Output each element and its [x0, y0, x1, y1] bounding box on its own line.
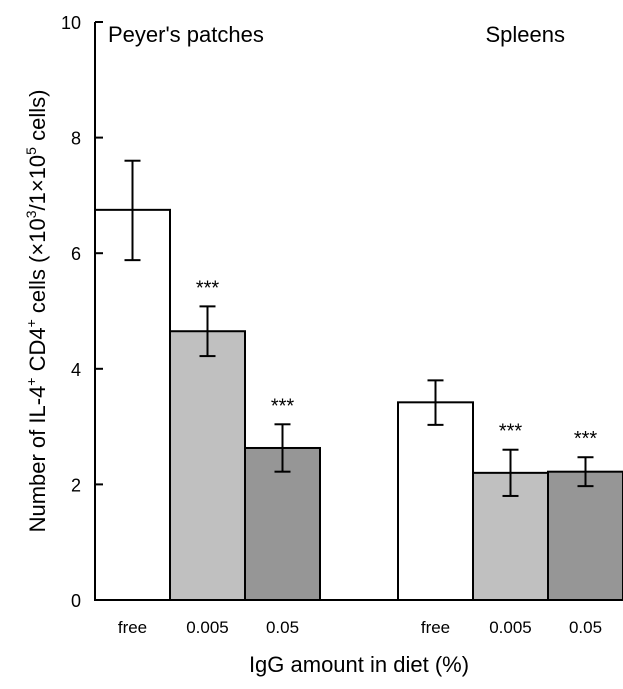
y-tick-label: 0	[71, 591, 81, 611]
y-tick-label: 10	[61, 13, 81, 33]
y-label-text: cells (×10	[25, 218, 50, 319]
x-tick-label: 0.005	[489, 618, 532, 637]
y-axis-label: Number of IL-4+​ CD4+​ cells (×103​/1×10…	[23, 90, 50, 533]
x-tick-label: 0.05	[266, 618, 299, 637]
y-tick-label: 8	[71, 129, 81, 149]
significance-label: ***	[196, 277, 220, 299]
y-label-text: Number of IL-4	[25, 386, 50, 533]
y-label-superscript: +	[23, 378, 39, 386]
bar	[169, 330, 246, 601]
bar	[94, 208, 171, 601]
x-tick-label: free	[421, 618, 450, 637]
y-label-superscript: 5	[23, 147, 39, 155]
y-tick-label: 2	[71, 475, 81, 495]
y-label-text: CD4	[25, 327, 50, 377]
significance-label: ***	[271, 395, 295, 417]
group-label: Spleens	[485, 22, 565, 47]
y-label-superscript: +	[23, 319, 39, 327]
y-label-text: /1×10	[25, 155, 50, 211]
group-label: Peyer's patches	[108, 22, 264, 47]
y-tick-label: 6	[71, 244, 81, 264]
x-tick-label: 0.005	[186, 618, 229, 637]
bar	[397, 401, 474, 601]
y-label-superscript: 3	[23, 210, 39, 218]
significance-label: ***	[574, 428, 598, 450]
y-label-text: cells)	[25, 90, 50, 147]
x-tick-label: free	[118, 618, 147, 637]
x-tick-label: 0.05	[569, 618, 602, 637]
y-axis-ticks: 0 2 4 6 8 10	[61, 13, 103, 611]
y-tick-label: 4	[71, 360, 81, 380]
bar	[547, 470, 623, 601]
chart-marks: *** *** *** ***	[94, 159, 623, 601]
x-axis-label: IgG amount in diet (%)	[249, 652, 469, 677]
group-labels: Peyer's patches Spleens	[108, 22, 565, 47]
significance-label: ***	[499, 421, 523, 443]
x-axis-tick-labels: free 0.005 0.05 free 0.005 0.05	[118, 618, 602, 637]
